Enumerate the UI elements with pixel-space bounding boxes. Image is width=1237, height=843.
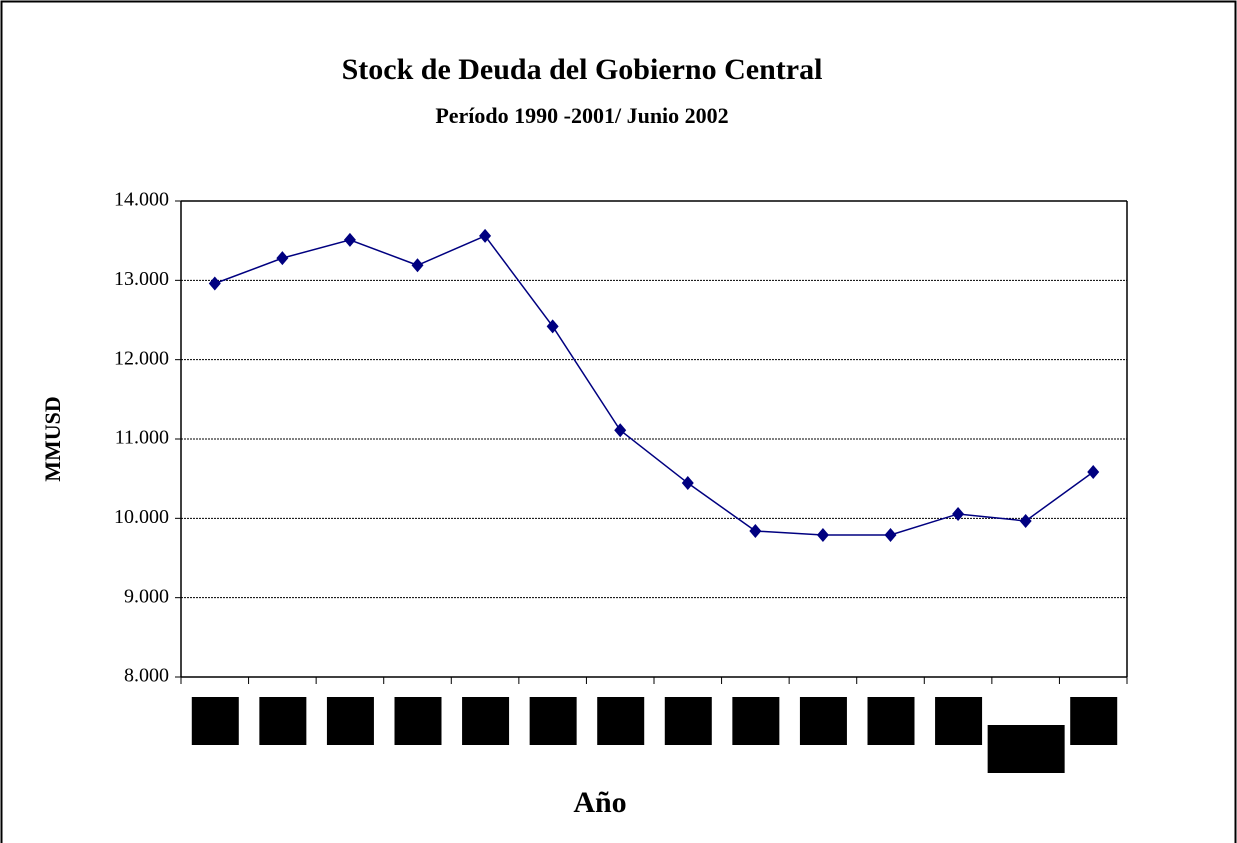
x-axis-title: Año [573, 786, 626, 819]
x-label-image [327, 697, 374, 745]
x-label-image [462, 697, 509, 745]
x-label-image [935, 697, 982, 745]
y-tick-label: 10.000 [114, 506, 169, 528]
x-label-image [868, 697, 915, 745]
x-label-image [988, 725, 1065, 773]
y-tick-label: 11.000 [115, 427, 169, 449]
y-tick-label: 12.000 [114, 347, 169, 369]
y-tick-label: 14.000 [114, 189, 169, 211]
x-label-image [1070, 697, 1117, 745]
chart: Stock de Deuda del Gobierno Central Perí… [0, 0, 1237, 843]
chart-title: Stock de Deuda del Gobierno Central [342, 53, 823, 86]
x-label-image [800, 697, 847, 745]
x-label-image [259, 697, 306, 745]
y-axis-title: MMUSD [40, 396, 65, 482]
y-tick-label: 8.000 [124, 665, 169, 687]
x-label-image [192, 697, 239, 745]
y-tick-label: 13.000 [114, 268, 169, 290]
x-label-image [597, 697, 644, 745]
chart-subtitle: Período 1990 -2001/ Junio 2002 [435, 103, 728, 128]
x-label-image [395, 697, 442, 745]
x-label-image [530, 697, 577, 745]
x-label-image [732, 697, 779, 745]
x-label-image [665, 697, 712, 745]
y-tick-label: 9.000 [124, 585, 169, 607]
